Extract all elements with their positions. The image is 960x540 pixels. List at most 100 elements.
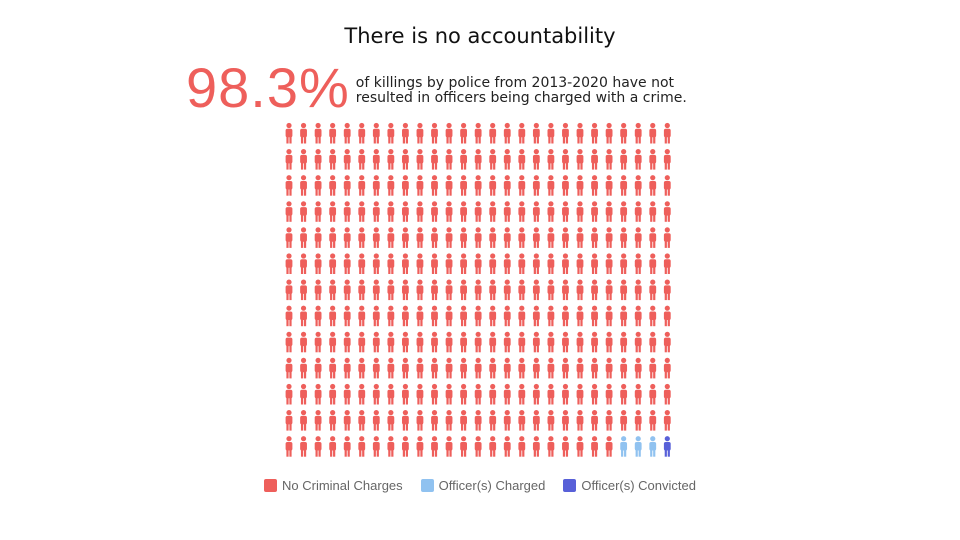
person-icon [431,331,438,353]
person-icon [358,253,366,274]
person-icon [503,122,511,144]
person-icon [663,122,671,144]
person-icon [649,201,657,222]
person-icon [431,175,438,196]
person-icon [431,227,438,248]
person-icon [314,201,322,222]
legend-item-no-charges: No Criminal Charges [264,478,403,493]
person-icon [663,410,671,431]
person-icon [285,175,293,196]
person-icon [387,331,395,353]
person-icon [314,331,322,353]
person-icon [358,279,366,301]
person-icon [620,305,628,327]
person-icon [489,122,497,144]
person-icon [532,279,540,301]
person-icon [547,331,555,353]
person-icon [518,175,526,196]
person-icon [620,436,628,457]
person-icon [576,436,584,457]
person-icon [620,279,628,301]
person-icon [576,331,584,353]
person-icon [416,201,424,222]
person-icon [634,175,642,196]
person-icon [503,253,511,274]
person-icon [605,331,613,353]
person-icon [591,383,598,405]
person-icon [358,175,366,196]
person-icon [503,227,511,248]
person-icon [489,227,497,248]
person-icon [314,175,322,196]
person-icon [649,357,657,379]
person-icon [620,175,628,196]
person-icon [314,122,322,144]
person-icon [489,331,497,353]
person-icon [329,357,337,379]
person-icon [300,357,307,379]
person-icon [416,279,424,301]
person-icon [503,410,511,431]
person-icon [634,357,642,379]
person-icon [634,227,642,248]
person-icon [605,436,613,457]
person-icon [358,357,366,379]
person-icon [474,357,482,379]
person-icon [576,175,584,196]
person-icon [576,357,584,379]
person-icon [663,253,671,274]
person-icon [532,227,540,248]
person-icon [591,175,598,196]
person-icon [620,201,628,222]
person-icon [649,383,657,405]
person-icon [372,149,380,170]
person-icon [634,436,642,457]
person-icon [329,253,337,274]
person-icon [474,227,482,248]
person-icon [663,227,671,248]
legend-label: Officer(s) Convicted [581,478,696,493]
person-icon [474,383,482,405]
person-icon [562,227,569,248]
person-icon [460,149,467,170]
person-icon [489,410,497,431]
person-icon [285,253,293,274]
person-icon [620,357,628,379]
headline: 98.3% of killings by police from 2013-20… [186,58,696,118]
person-icon [547,305,555,327]
person-icon [532,149,540,170]
person-icon [402,201,409,222]
person-icon [489,436,497,457]
person-icon [300,175,307,196]
person-icon [372,253,380,274]
person-icon [649,149,657,170]
person-icon [576,383,584,405]
person-icon [343,122,351,144]
person-icon [343,410,351,431]
person-icon [474,305,482,327]
person-icon [387,253,395,274]
person-icon [460,331,467,353]
person-icon [285,279,293,301]
person-icon [562,122,569,144]
person-icon [562,201,569,222]
person-icon [518,331,526,353]
person-icon [576,279,584,301]
person-icon [372,122,380,144]
person-icon [387,436,395,457]
person-icon [314,436,322,457]
person-icon [562,383,569,405]
person-icon [663,383,671,405]
person-icon [460,175,467,196]
person-icon [547,436,555,457]
person-icon [503,305,511,327]
person-icon [460,383,467,405]
person-icon [562,149,569,170]
person-icon [300,436,307,457]
person-icon [547,227,555,248]
person-icon [314,357,322,379]
person-icon [547,253,555,274]
person-icon [314,227,322,248]
person-icon [562,305,569,327]
person-icon [314,410,322,431]
